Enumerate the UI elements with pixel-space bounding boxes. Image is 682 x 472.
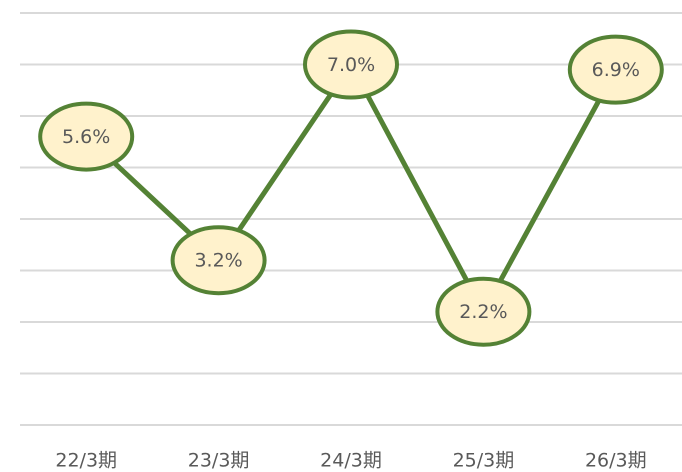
point-marker <box>567 34 664 105</box>
series-line <box>84 62 618 315</box>
data-label: 3.2% <box>194 250 242 272</box>
point-marker <box>170 225 267 296</box>
point-marker <box>38 101 135 172</box>
data-label: 2.2% <box>459 301 507 323</box>
data-label: 6.9% <box>592 59 640 81</box>
x-tick-label: 22/3期 <box>55 450 117 472</box>
point-marker <box>435 276 532 347</box>
data-label: 5.6% <box>62 126 110 148</box>
x-tick-label: 25/3期 <box>453 450 515 472</box>
point-marker <box>303 29 399 100</box>
x-tick-label: 23/3期 <box>188 450 250 472</box>
x-tick-label: 24/3期 <box>320 450 382 472</box>
data-label: 7.0% <box>327 54 375 76</box>
x-tick-label: 26/3期 <box>585 450 647 472</box>
